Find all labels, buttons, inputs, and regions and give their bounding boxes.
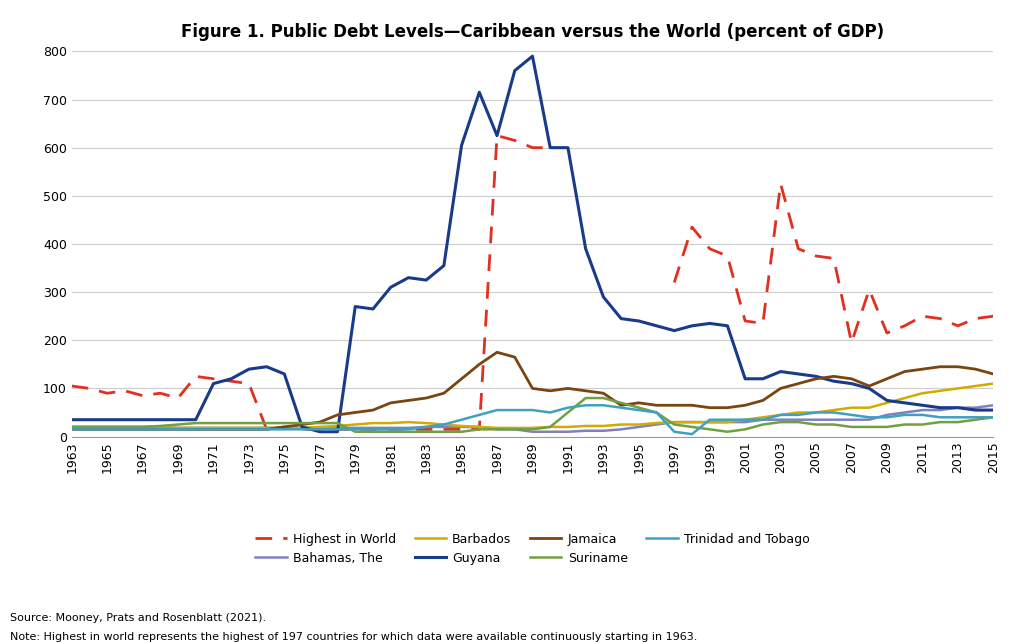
Guyana (313, 428, 326, 436)
Guyana (66, 416, 78, 424)
Suriname (633, 404, 645, 412)
Bahamas, The (793, 416, 805, 424)
Barbados (668, 419, 680, 426)
Suriname (349, 428, 361, 436)
Trinidad and Tobago (686, 430, 698, 438)
Line: Barbados: Barbados (72, 384, 993, 428)
Title: Figure 1. Public Debt Levels—Caribbean versus the World (percent of GDP): Figure 1. Public Debt Levels—Caribbean v… (181, 24, 884, 42)
Barbados (793, 409, 805, 417)
Barbados (615, 421, 628, 428)
Barbados (633, 421, 645, 428)
Line: Highest in World: Highest in World (72, 135, 993, 429)
Trinidad and Tobago (615, 404, 628, 412)
Barbados (987, 380, 999, 388)
Text: Source: Mooney, Prats and Rosenblatt (2021).: Source: Mooney, Prats and Rosenblatt (20… (10, 612, 266, 623)
Suriname (987, 413, 999, 421)
Highest in World (793, 245, 805, 252)
Line: Trinidad and Tobago: Trinidad and Tobago (72, 405, 993, 434)
Guyana (987, 406, 999, 414)
Bahamas, The (66, 423, 78, 431)
Guyana (633, 317, 645, 325)
Bahamas, The (668, 419, 680, 426)
Guyana (650, 322, 663, 330)
Highest in World (313, 426, 326, 433)
Trinidad and Tobago (66, 426, 78, 433)
Highest in World (668, 279, 680, 286)
Suriname (703, 426, 716, 433)
Line: Bahamas, The: Bahamas, The (72, 405, 993, 432)
Guyana (810, 372, 822, 380)
Jamaica (313, 419, 326, 426)
Trinidad and Tobago (810, 409, 822, 417)
Bahamas, The (898, 409, 910, 417)
Barbados (172, 424, 184, 432)
Trinidad and Tobago (313, 426, 326, 433)
Jamaica (633, 399, 645, 407)
Suriname (810, 421, 822, 428)
Guyana (686, 322, 698, 330)
Jamaica (793, 380, 805, 388)
Highest in World (987, 313, 999, 320)
Suriname (66, 423, 78, 431)
Bahamas, The (313, 424, 326, 432)
Jamaica (66, 426, 78, 433)
Suriname (650, 409, 663, 417)
Guyana (703, 320, 716, 327)
Barbados (898, 394, 910, 402)
Suriname (686, 423, 698, 431)
Trinidad and Tobago (668, 428, 680, 436)
Bahamas, The (633, 423, 645, 431)
Guyana (332, 428, 344, 436)
Suriname (580, 394, 592, 402)
Trinidad and Tobago (580, 401, 592, 409)
Barbados (66, 423, 78, 431)
Jamaica (987, 370, 999, 377)
Guyana (526, 52, 539, 60)
Line: Jamaica: Jamaica (72, 352, 993, 429)
Bahamas, The (987, 401, 999, 409)
Text: Note: Highest in world represents the highest of 197 countries for which data we: Note: Highest in world represents the hi… (10, 632, 697, 642)
Trinidad and Tobago (633, 406, 645, 414)
Highest in World (898, 322, 910, 330)
Barbados (332, 422, 344, 430)
Jamaica (490, 349, 503, 356)
Highest in World (66, 382, 78, 390)
Jamaica (668, 401, 680, 409)
Suriname (313, 419, 326, 427)
Line: Guyana: Guyana (72, 56, 993, 432)
Bahamas, The (615, 426, 628, 433)
Jamaica (898, 368, 910, 376)
Trinidad and Tobago (987, 413, 999, 421)
Legend: Highest in World, Bahamas, The, Barbados, Guyana, Jamaica, Suriname, Trinidad an: Highest in World, Bahamas, The, Barbados… (250, 528, 815, 570)
Jamaica (615, 401, 628, 409)
Trinidad and Tobago (703, 416, 716, 424)
Line: Suriname: Suriname (72, 398, 993, 432)
Bahamas, The (526, 428, 539, 436)
